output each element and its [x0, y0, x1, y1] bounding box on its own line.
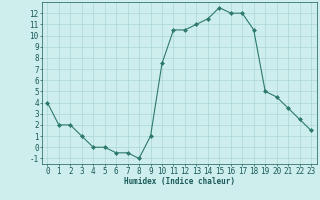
X-axis label: Humidex (Indice chaleur): Humidex (Indice chaleur) — [124, 177, 235, 186]
